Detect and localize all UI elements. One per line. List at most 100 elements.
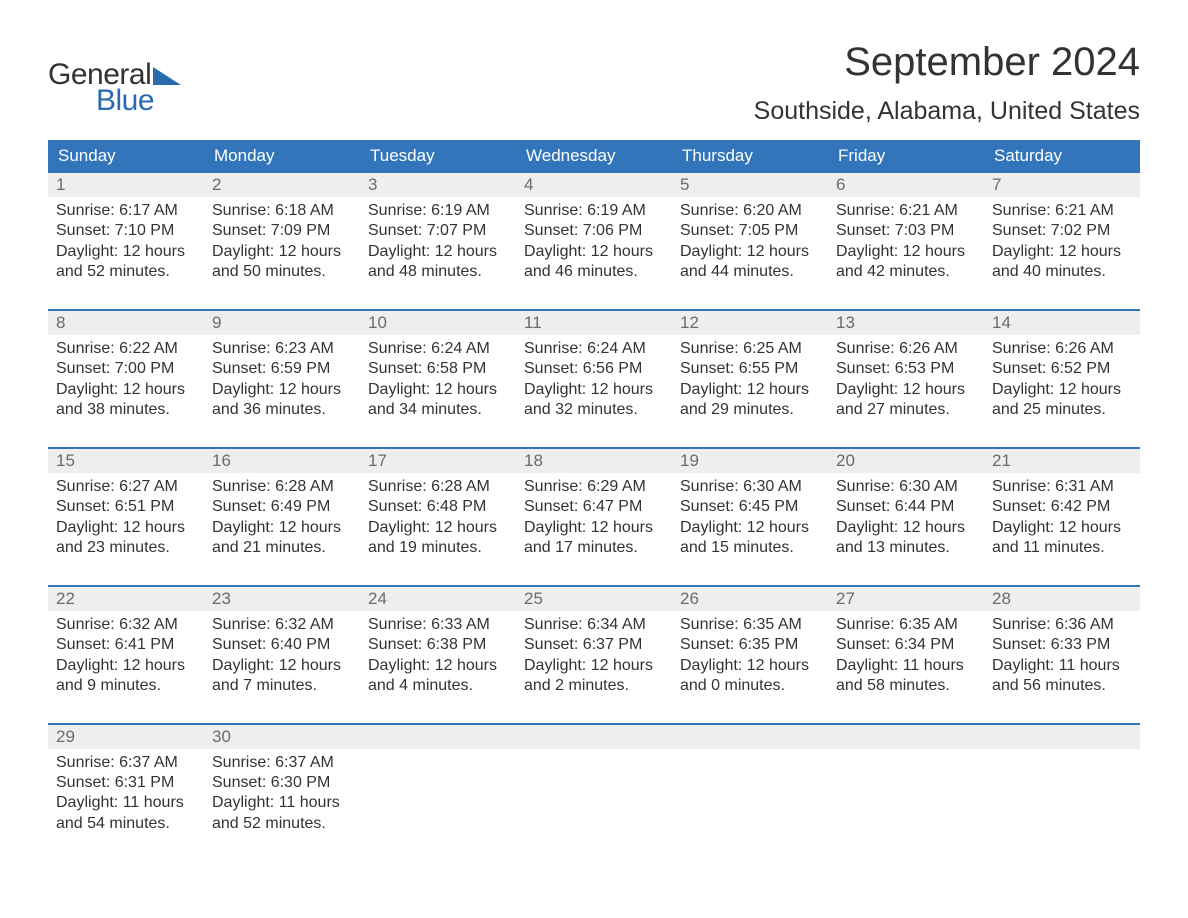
day-body: Sunrise: 6:32 AMSunset: 6:41 PMDaylight:… xyxy=(48,611,204,697)
daylight-text-2: and 13 minutes. xyxy=(836,538,976,558)
daylight-text: Daylight: 12 hours xyxy=(836,518,976,538)
sunrise-text: Sunrise: 6:37 AM xyxy=(56,753,196,773)
daylight-text-2: and 32 minutes. xyxy=(524,400,664,420)
day-body: Sunrise: 6:37 AMSunset: 6:30 PMDaylight:… xyxy=(204,749,360,835)
calendar-week-row: 29Sunrise: 6:37 AMSunset: 6:31 PMDayligh… xyxy=(48,723,1140,861)
weeks-container: 1Sunrise: 6:17 AMSunset: 7:10 PMDaylight… xyxy=(48,173,1140,860)
day-number: 13 xyxy=(828,311,984,335)
daylight-text-2: and 42 minutes. xyxy=(836,262,976,282)
location-label: Southside, Alabama, United States xyxy=(754,97,1140,126)
calendar-week-row: 1Sunrise: 6:17 AMSunset: 7:10 PMDaylight… xyxy=(48,173,1140,309)
daylight-text-2: and 54 minutes. xyxy=(56,814,196,834)
sunrise-text: Sunrise: 6:17 AM xyxy=(56,201,196,221)
sunrise-text: Sunrise: 6:30 AM xyxy=(680,477,820,497)
header-sunday: Sunday xyxy=(48,140,204,172)
calendar: Sunday Monday Tuesday Wednesday Thursday… xyxy=(48,140,1140,860)
sunset-text: Sunset: 6:56 PM xyxy=(524,359,664,379)
daylight-text-2: and 48 minutes. xyxy=(368,262,508,282)
calendar-day-cell xyxy=(984,725,1140,861)
daylight-text: Daylight: 12 hours xyxy=(56,242,196,262)
daylight-text: Daylight: 12 hours xyxy=(992,518,1132,538)
page-header: General Blue September 2024 Southside, A… xyxy=(48,40,1140,126)
sunset-text: Sunset: 6:52 PM xyxy=(992,359,1132,379)
day-number: 28 xyxy=(984,587,1140,611)
daylight-text-2: and 0 minutes. xyxy=(680,676,820,696)
day-number: 11 xyxy=(516,311,672,335)
sunrise-text: Sunrise: 6:20 AM xyxy=(680,201,820,221)
day-number: 4 xyxy=(516,173,672,197)
daylight-text: Daylight: 12 hours xyxy=(680,380,820,400)
daylight-text: Daylight: 12 hours xyxy=(368,518,508,538)
sunrise-text: Sunrise: 6:31 AM xyxy=(992,477,1132,497)
day-number: 19 xyxy=(672,449,828,473)
day-body: Sunrise: 6:19 AMSunset: 7:06 PMDaylight:… xyxy=(516,197,672,283)
day-body: Sunrise: 6:22 AMSunset: 7:00 PMDaylight:… xyxy=(48,335,204,421)
calendar-day-cell: 12Sunrise: 6:25 AMSunset: 6:55 PMDayligh… xyxy=(672,311,828,447)
calendar-day-cell: 11Sunrise: 6:24 AMSunset: 6:56 PMDayligh… xyxy=(516,311,672,447)
sunset-text: Sunset: 6:48 PM xyxy=(368,497,508,517)
daylight-text: Daylight: 11 hours xyxy=(836,656,976,676)
daylight-text: Daylight: 12 hours xyxy=(368,380,508,400)
daylight-text-2: and 52 minutes. xyxy=(212,814,352,834)
daylight-text: Daylight: 12 hours xyxy=(212,380,352,400)
sunrise-text: Sunrise: 6:18 AM xyxy=(212,201,352,221)
sunrise-text: Sunrise: 6:28 AM xyxy=(212,477,352,497)
day-number: 10 xyxy=(360,311,516,335)
sunset-text: Sunset: 6:40 PM xyxy=(212,635,352,655)
daylight-text-2: and 46 minutes. xyxy=(524,262,664,282)
sunrise-text: Sunrise: 6:19 AM xyxy=(368,201,508,221)
sunrise-text: Sunrise: 6:36 AM xyxy=(992,615,1132,635)
day-number: 6 xyxy=(828,173,984,197)
day-body: Sunrise: 6:28 AMSunset: 6:48 PMDaylight:… xyxy=(360,473,516,559)
sunset-text: Sunset: 6:59 PM xyxy=(212,359,352,379)
sunset-text: Sunset: 7:03 PM xyxy=(836,221,976,241)
calendar-day-cell xyxy=(516,725,672,861)
calendar-day-cell: 10Sunrise: 6:24 AMSunset: 6:58 PMDayligh… xyxy=(360,311,516,447)
day-number: 16 xyxy=(204,449,360,473)
day-body: Sunrise: 6:36 AMSunset: 6:33 PMDaylight:… xyxy=(984,611,1140,697)
sunset-text: Sunset: 6:42 PM xyxy=(992,497,1132,517)
day-number: 18 xyxy=(516,449,672,473)
sunrise-text: Sunrise: 6:29 AM xyxy=(524,477,664,497)
calendar-day-cell: 1Sunrise: 6:17 AMSunset: 7:10 PMDaylight… xyxy=(48,173,204,309)
calendar-day-cell: 28Sunrise: 6:36 AMSunset: 6:33 PMDayligh… xyxy=(984,587,1140,723)
daylight-text: Daylight: 12 hours xyxy=(836,242,976,262)
calendar-day-cell: 3Sunrise: 6:19 AMSunset: 7:07 PMDaylight… xyxy=(360,173,516,309)
sunset-text: Sunset: 7:00 PM xyxy=(56,359,196,379)
day-number xyxy=(828,725,984,749)
sunrise-text: Sunrise: 6:25 AM xyxy=(680,339,820,359)
sunrise-text: Sunrise: 6:22 AM xyxy=(56,339,196,359)
sunset-text: Sunset: 7:10 PM xyxy=(56,221,196,241)
day-number: 7 xyxy=(984,173,1140,197)
calendar-day-cell xyxy=(360,725,516,861)
day-number: 5 xyxy=(672,173,828,197)
day-body: Sunrise: 6:26 AMSunset: 6:53 PMDaylight:… xyxy=(828,335,984,421)
sunset-text: Sunset: 6:53 PM xyxy=(836,359,976,379)
sunset-text: Sunset: 6:35 PM xyxy=(680,635,820,655)
sunset-text: Sunset: 6:44 PM xyxy=(836,497,976,517)
sunset-text: Sunset: 6:31 PM xyxy=(56,773,196,793)
sunrise-text: Sunrise: 6:35 AM xyxy=(836,615,976,635)
calendar-day-cell: 7Sunrise: 6:21 AMSunset: 7:02 PMDaylight… xyxy=(984,173,1140,309)
daylight-text-2: and 27 minutes. xyxy=(836,400,976,420)
calendar-day-cell xyxy=(828,725,984,861)
day-body: Sunrise: 6:18 AMSunset: 7:09 PMDaylight:… xyxy=(204,197,360,283)
sunrise-text: Sunrise: 6:24 AM xyxy=(524,339,664,359)
header-tuesday: Tuesday xyxy=(360,140,516,172)
logo: General Blue xyxy=(48,58,181,118)
sunset-text: Sunset: 6:33 PM xyxy=(992,635,1132,655)
calendar-week-row: 8Sunrise: 6:22 AMSunset: 7:00 PMDaylight… xyxy=(48,309,1140,447)
calendar-day-cell: 15Sunrise: 6:27 AMSunset: 6:51 PMDayligh… xyxy=(48,449,204,585)
header-thursday: Thursday xyxy=(672,140,828,172)
calendar-day-cell: 29Sunrise: 6:37 AMSunset: 6:31 PMDayligh… xyxy=(48,725,204,861)
calendar-day-cell: 25Sunrise: 6:34 AMSunset: 6:37 PMDayligh… xyxy=(516,587,672,723)
sunset-text: Sunset: 6:55 PM xyxy=(680,359,820,379)
sunrise-text: Sunrise: 6:37 AM xyxy=(212,753,352,773)
calendar-day-cell: 26Sunrise: 6:35 AMSunset: 6:35 PMDayligh… xyxy=(672,587,828,723)
sunrise-text: Sunrise: 6:34 AM xyxy=(524,615,664,635)
sunset-text: Sunset: 6:37 PM xyxy=(524,635,664,655)
day-number: 14 xyxy=(984,311,1140,335)
daylight-text-2: and 7 minutes. xyxy=(212,676,352,696)
sunrise-text: Sunrise: 6:23 AM xyxy=(212,339,352,359)
day-body: Sunrise: 6:27 AMSunset: 6:51 PMDaylight:… xyxy=(48,473,204,559)
